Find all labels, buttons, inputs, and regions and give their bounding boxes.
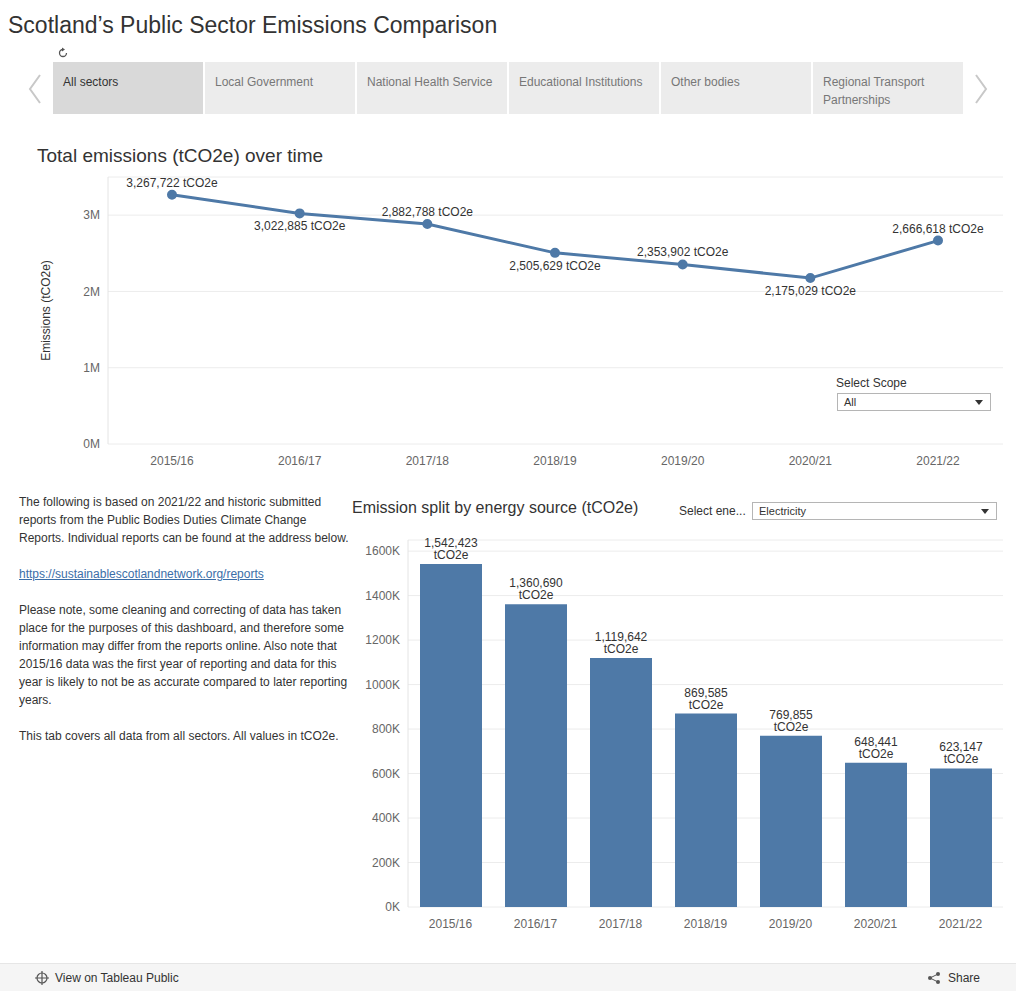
html-text:Select Scope: Select Scope	[836, 376, 907, 390]
svg-text:648,441tCO2e: 648,441tCO2e	[854, 735, 898, 761]
svg-text:0K: 0K	[385, 900, 400, 914]
svg-text:1,542,423tCO2e: 1,542,423tCO2e	[424, 536, 478, 562]
html-text:Total emissions (tCO2e) over t: Total emissions (tCO2e) over time	[37, 145, 324, 166]
svg-text:1400K: 1400K	[365, 589, 400, 603]
svg-text:769,855tCO2e: 769,855tCO2e	[769, 708, 813, 734]
html-text:Local Government: Local Government	[215, 75, 314, 89]
svg-text:1,119,642tCO2e: 1,119,642tCO2e	[595, 630, 648, 656]
svg-text:1,360,690tCO2e: 1,360,690tCO2e	[509, 576, 563, 602]
svg-text:2,882,788 tCO2e: 2,882,788 tCO2e	[382, 205, 474, 219]
html-text:Emission split by energy sourc: Emission split by energy source (tCO2e)	[352, 499, 639, 516]
svg-text:623,147tCO2e: 623,147tCO2e	[939, 740, 983, 766]
svg-text:2015/16: 2015/16	[150, 454, 194, 468]
svg-text:3M: 3M	[83, 208, 100, 222]
svg-text:1M: 1M	[83, 361, 100, 375]
svg-text:Emissions (tCO2e): Emissions (tCO2e)	[40, 260, 53, 361]
svg-text:2016/17: 2016/17	[514, 917, 558, 931]
svg-text:2019/20: 2019/20	[661, 454, 705, 468]
svg-text:869,585tCO2e: 869,585tCO2e	[684, 686, 728, 712]
html-text:All: All	[844, 396, 857, 408]
svg-text:2M: 2M	[83, 285, 100, 299]
svg-text:2016/17: 2016/17	[278, 454, 322, 468]
svg-text:2015/16: 2015/16	[429, 917, 473, 931]
svg-text:2021/22: 2021/22	[916, 454, 960, 468]
svg-text:1000K: 1000K	[365, 678, 400, 692]
svg-text:0M: 0M	[83, 437, 100, 451]
html-text:Regional Transport Partnership: Regional Transport Partnerships	[823, 75, 925, 107]
svg-text:2,353,902 tCO2e: 2,353,902 tCO2e	[637, 245, 729, 259]
html-text:Share: Share	[948, 971, 980, 985]
svg-text:400K: 400K	[372, 811, 400, 825]
html-text:Other bodies: Other bodies	[671, 75, 740, 89]
svg-text:2018/19: 2018/19	[533, 454, 577, 468]
html-text:Electricity: Electricity	[759, 505, 807, 517]
html-text:Scotland’s Public Sector Emiss: Scotland’s Public Sector Emissions Compa…	[8, 12, 498, 38]
svg-text:2017/18: 2017/18	[406, 454, 450, 468]
html-text:Educational Institutions: Educational Institutions	[519, 75, 643, 89]
svg-text:2018/19: 2018/19	[684, 917, 728, 931]
html-text:The following is based on 2021: The following is based on 2021/22 and hi…	[19, 495, 349, 545]
html-text:National Health Service: National Health Service	[367, 75, 493, 89]
svg-text:3,022,885 tCO2e: 3,022,885 tCO2e	[254, 219, 346, 233]
html-text:All sectors: All sectors	[63, 75, 119, 89]
html-text:View on Tableau Public: View on Tableau Public	[55, 971, 179, 985]
svg-text:800K: 800K	[372, 722, 400, 736]
svg-text:2,666,618 tCO2e: 2,666,618 tCO2e	[892, 222, 984, 236]
svg-text:1200K: 1200K	[365, 633, 400, 647]
html-text:Select ene...: Select ene...	[679, 504, 746, 518]
html-text:Please note, some cleaning and: Please note, some cleaning and correctin…	[19, 603, 348, 707]
svg-text:2017/18: 2017/18	[599, 917, 643, 931]
svg-text:2020/21: 2020/21	[789, 454, 833, 468]
svg-text:2021/22: 2021/22	[939, 917, 983, 931]
svg-text:3,267,722 tCO2e: 3,267,722 tCO2e	[126, 176, 218, 190]
svg-text:2020/21: 2020/21	[854, 917, 898, 931]
svg-text:600K: 600K	[372, 767, 400, 781]
html-text:This tab covers all data from: This tab covers all data from all sector…	[19, 729, 339, 743]
html-text:https://sustainablescotlandnet: https://sustainablescotlandnetwork.org/r…	[19, 567, 264, 581]
svg-text:1600K: 1600K	[365, 544, 400, 558]
svg-text:2019/20: 2019/20	[769, 917, 813, 931]
svg-text:2,505,629 tCO2e: 2,505,629 tCO2e	[509, 259, 601, 273]
svg-text:200K: 200K	[372, 856, 400, 870]
svg-text:2,175,029 tCO2e: 2,175,029 tCO2e	[765, 284, 857, 298]
